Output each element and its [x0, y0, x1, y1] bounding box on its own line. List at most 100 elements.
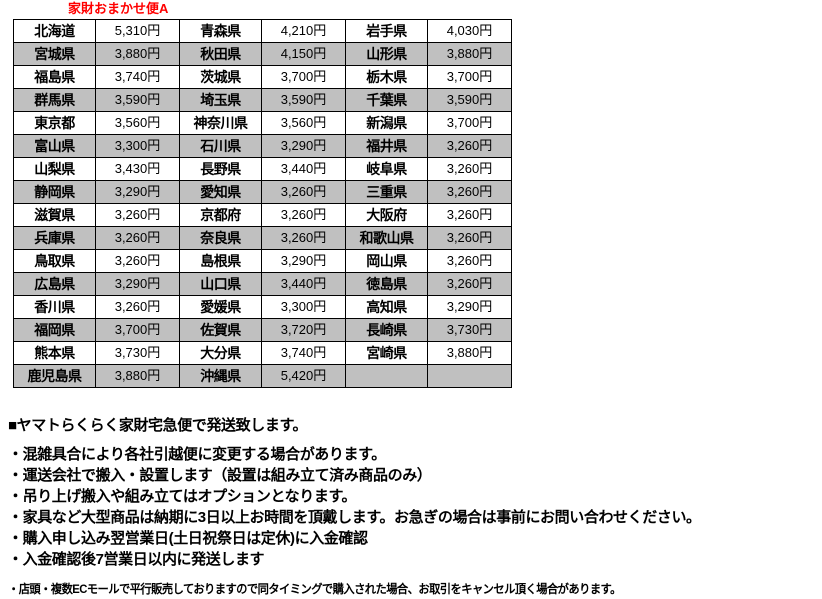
table-cell-price: 3,440円 [261, 157, 346, 181]
table-cell-prefecture: 島根県 [179, 249, 262, 273]
table-cell-empty [427, 364, 512, 388]
table-cell-price: 3,730円 [95, 341, 180, 365]
table-cell-price: 4,030円 [427, 19, 512, 43]
note-line: ・吊り上げ搬入や組み立てはオプションとなります。 [8, 488, 357, 505]
table-cell-prefecture: 石川県 [179, 134, 262, 158]
notes-list: ・混雑具合により各社引越便に変更する場合があります。・運送会社で搬入・設置します… [8, 444, 818, 570]
table-cell-prefecture: 滋賀県 [13, 203, 96, 227]
table-row: 滋賀県 3,260円 京都府 3,260円 大阪府 3,260円 [13, 203, 512, 227]
table-row: 鳥取県 3,260円 島根県 3,290円 岡山県 3,260円 [13, 249, 512, 273]
table-row: 鹿児島県 3,880円 沖縄県 5,420円 [13, 364, 512, 388]
table-cell-prefecture: 青森県 [179, 19, 262, 43]
page-title: 家財おまかせ便A [68, 1, 169, 16]
table-cell-price: 3,260円 [261, 226, 346, 250]
table-cell-price: 3,290円 [95, 272, 180, 296]
table-cell-price: 5,420円 [261, 364, 346, 388]
note-line: ・運送会社で搬入・設置します（設置は組み立て済み商品のみ） [8, 467, 432, 484]
table-row: 福島県 3,740円 茨城県 3,700円 栃木県 3,700円 [13, 65, 512, 89]
table-cell-price: 3,260円 [427, 272, 512, 296]
table-cell-prefecture: 福岡県 [13, 318, 96, 342]
table-cell-prefecture: 岩手県 [345, 19, 428, 43]
table-cell-price: 3,260円 [427, 157, 512, 181]
table-cell-price: 3,560円 [261, 111, 346, 135]
note-line: ・家具など大型商品は納期に3日以上お時間を頂戴します。お急ぎの場合は事前にお問い… [8, 509, 701, 526]
table-cell-price: 3,260円 [95, 226, 180, 250]
table-cell-prefecture: 山形県 [345, 42, 428, 66]
table-cell-prefecture: 京都府 [179, 203, 262, 227]
table-cell-prefecture: 岡山県 [345, 249, 428, 273]
table-cell-price: 3,260円 [427, 134, 512, 158]
table-row: 広島県 3,290円 山口県 3,440円 徳島県 3,260円 [13, 272, 512, 296]
table-cell-prefecture: 高知県 [345, 295, 428, 319]
table-cell-price: 4,150円 [261, 42, 346, 66]
table-cell-price: 3,700円 [95, 318, 180, 342]
table-cell-prefecture: 佐賀県 [179, 318, 262, 342]
table-row: 静岡県 3,290円 愛知県 3,260円 三重県 3,260円 [13, 180, 512, 204]
table-cell-price: 3,260円 [427, 203, 512, 227]
table-cell-price: 3,260円 [427, 180, 512, 204]
table-cell-price: 3,720円 [261, 318, 346, 342]
table-cell-prefecture: 千葉県 [345, 88, 428, 112]
table-cell-price: 3,700円 [427, 65, 512, 89]
table-cell-price: 3,880円 [95, 42, 180, 66]
table-cell-prefecture: 静岡県 [13, 180, 96, 204]
table-row: 山梨県 3,430円 長野県 3,440円 岐阜県 3,260円 [13, 157, 512, 181]
table-cell-prefecture: 神奈川県 [179, 111, 262, 135]
table-row: 北海道 5,310円 青森県 4,210円 岩手県 4,030円 [13, 19, 512, 43]
table-cell-price: 3,260円 [95, 249, 180, 273]
table-cell-prefecture: 山口県 [179, 272, 262, 296]
table-cell-prefecture: 栃木県 [345, 65, 428, 89]
table-cell-prefecture: 香川県 [13, 295, 96, 319]
table-cell-prefecture: 長野県 [179, 157, 262, 181]
table-cell-price: 3,730円 [427, 318, 512, 342]
table-cell-prefecture: 埼玉県 [179, 88, 262, 112]
note-line: ・混雑具合により各社引越便に変更する場合があります。 [8, 446, 386, 463]
note-line: ・入金確認後7営業日以内に発送します [8, 551, 265, 568]
table-cell-price: 3,290円 [427, 295, 512, 319]
table-cell-prefecture: 岐阜県 [345, 157, 428, 181]
table-cell-price: 3,260円 [261, 203, 346, 227]
table-cell-price: 3,300円 [95, 134, 180, 158]
table-cell-empty [345, 364, 428, 388]
table-cell-price: 3,440円 [261, 272, 346, 296]
table-cell-price: 3,260円 [95, 295, 180, 319]
table-cell-price: 3,700円 [261, 65, 346, 89]
table-cell-price: 3,300円 [261, 295, 346, 319]
shipping-fee-table-body: 北海道 5,310円 青森県 4,210円 岩手県 4,030円 宮城県 3,880円 秋田県 4… [13, 19, 512, 388]
table-row: 富山県 3,300円 石川県 3,290円 福井県 3,260円 [13, 134, 512, 158]
table-cell-prefecture: 熊本県 [13, 341, 96, 365]
table-cell-prefecture: 三重県 [345, 180, 428, 204]
table-row: 宮城県 3,880円 秋田県 4,150円 山形県 3,880円 [13, 42, 512, 66]
table-cell-prefecture: 群馬県 [13, 88, 96, 112]
table-cell-prefecture: 茨城県 [179, 65, 262, 89]
table-cell-price: 3,740円 [261, 341, 346, 365]
table-cell-prefecture: 福井県 [345, 134, 428, 158]
table-cell-price: 3,430円 [95, 157, 180, 181]
table-cell-prefecture: 東京都 [13, 111, 96, 135]
table-cell-prefecture: 徳島県 [345, 272, 428, 296]
table-cell-price: 3,260円 [95, 203, 180, 227]
table-row: 熊本県 3,730円 大分県 3,740円 宮崎県 3,880円 [13, 341, 512, 365]
table-cell-price: 3,590円 [95, 88, 180, 112]
table-cell-price: 3,560円 [95, 111, 180, 135]
table-cell-price: 3,740円 [95, 65, 180, 89]
table-cell-prefecture: 広島県 [13, 272, 96, 296]
table-cell-prefecture: 長崎県 [345, 318, 428, 342]
table-cell-price: 5,310円 [95, 19, 180, 43]
table-cell-price: 3,260円 [427, 249, 512, 273]
table-cell-prefecture: 宮城県 [13, 42, 96, 66]
table-cell-prefecture: 愛知県 [179, 180, 262, 204]
table-cell-prefecture: 和歌山県 [345, 226, 428, 250]
table-cell-price: 3,880円 [427, 341, 512, 365]
table-cell-prefecture: 秋田県 [179, 42, 262, 66]
table-cell-prefecture: 大阪府 [345, 203, 428, 227]
table-cell-prefecture: 沖縄県 [179, 364, 262, 388]
table-cell-prefecture: 愛媛県 [179, 295, 262, 319]
table-cell-price: 4,210円 [261, 19, 346, 43]
table-cell-price: 3,290円 [261, 249, 346, 273]
shipping-fee-table: 北海道 5,310円 青森県 4,210円 岩手県 4,030円 宮城県 3,880円 秋田県 4… [13, 19, 512, 388]
table-cell-prefecture: 鳥取県 [13, 249, 96, 273]
table-cell-price: 3,290円 [261, 134, 346, 158]
table-row: 群馬県 3,590円 埼玉県 3,590円 千葉県 3,590円 [13, 88, 512, 112]
table-cell-price: 3,260円 [261, 180, 346, 204]
